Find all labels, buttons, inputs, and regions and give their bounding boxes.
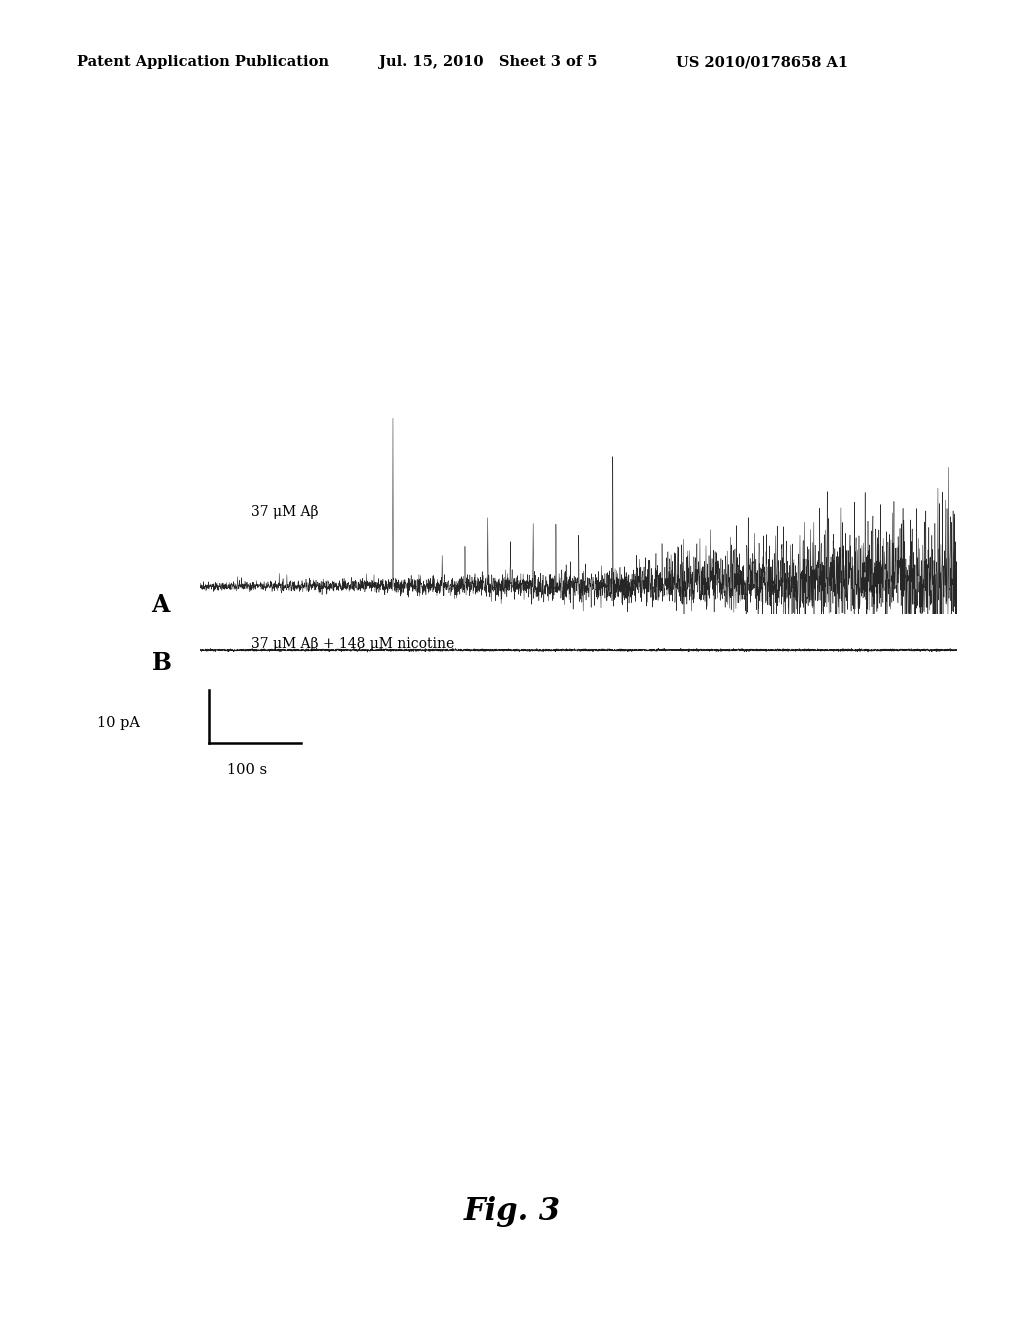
Text: Fig. 3: Fig. 3 (464, 1196, 560, 1228)
Text: 37 μM Aβ: 37 μM Aβ (251, 506, 318, 519)
Text: US 2010/0178658 A1: US 2010/0178658 A1 (676, 55, 848, 70)
Text: Jul. 15, 2010   Sheet 3 of 5: Jul. 15, 2010 Sheet 3 of 5 (379, 55, 597, 70)
Text: 37 μM Aβ + 148 μM nicotine: 37 μM Aβ + 148 μM nicotine (251, 638, 454, 651)
Text: 10 pA: 10 pA (97, 715, 140, 730)
Text: B: B (152, 651, 171, 675)
Text: Patent Application Publication: Patent Application Publication (77, 55, 329, 70)
Text: A: A (152, 593, 170, 616)
Text: 100 s: 100 s (227, 763, 267, 777)
